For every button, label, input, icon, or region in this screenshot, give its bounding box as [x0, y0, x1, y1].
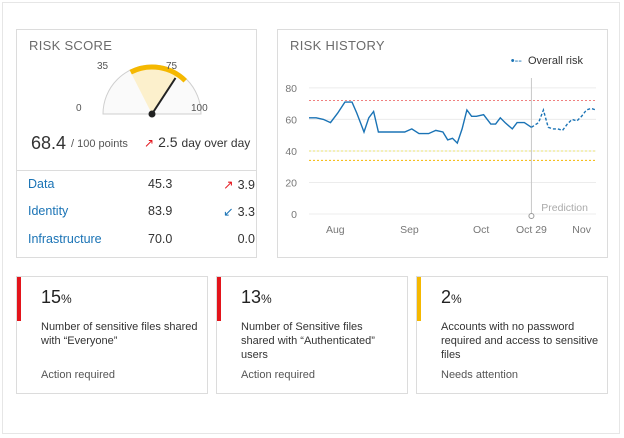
x-tick-label: Sep [400, 224, 419, 236]
x-tick-label: Aug [326, 224, 345, 236]
stat-percent-value: 15 [41, 287, 62, 307]
severity-bar [17, 277, 21, 321]
stat-status: Action required [241, 369, 315, 381]
risk-score-title: RISK SCORE [29, 38, 113, 53]
risk-gauge: 0 35 75 100 [17, 30, 258, 140]
category-delta: 0.0 [203, 232, 255, 246]
score-value: 68.4 [31, 133, 67, 153]
risk-score-card: RISK SCORE 0 35 75 100 68.4 / 100 points… [16, 29, 257, 258]
y-tick-label: 20 [285, 177, 297, 189]
gauge-warning-band [129, 64, 188, 83]
trend-up-icon: ↗ [223, 178, 234, 192]
divider [17, 170, 256, 171]
gauge-min-label: 0 [76, 103, 82, 114]
category-delta-value: 3.9 [237, 178, 255, 192]
stat-card-everyone[interactable]: 15% Number of sensitive files shared wit… [16, 276, 208, 394]
category-link-data[interactable]: Data [28, 177, 55, 191]
stat-card-no-password[interactable]: 2% Accounts with no password required an… [416, 276, 608, 394]
prediction-label: Prediction [541, 202, 588, 214]
gauge-max-label: 100 [191, 103, 208, 114]
score-delta: ↗ 2.5 day over day [144, 134, 250, 150]
y-tick-label: 60 [285, 114, 297, 126]
stat-percent-sign: % [61, 292, 72, 306]
category-link-infrastructure[interactable]: Infrastructure [28, 232, 102, 246]
category-delta-value: 0.0 [237, 232, 255, 246]
stat-percent-sign: % [261, 292, 272, 306]
severity-bar [217, 277, 221, 321]
trend-down-icon: ↙ [223, 205, 234, 219]
x-tick-label: Oct [473, 224, 489, 236]
risk-history-card: 0 20 40 60 80 Aug Sep Oct Oct 29 Nov Prediction RI… [277, 29, 608, 258]
stat-status: Needs attention [441, 369, 519, 381]
category-value: 45.3 [148, 177, 173, 191]
y-tick-label: 40 [285, 146, 297, 158]
score-delta-value: 2.5 [158, 134, 178, 150]
category-value: 83.9 [148, 204, 173, 218]
risk-history-chart[interactable]: 0 20 40 60 80 Aug Sep Oct Oct 29 Nov Prediction [278, 30, 607, 257]
stat-percent: 13% [241, 287, 272, 308]
prediction-marker [528, 213, 535, 219]
stat-percent: 2% [441, 287, 462, 308]
stat-status: Action required [41, 369, 115, 381]
stat-description: Number of Sensitive files shared with “A… [241, 321, 375, 361]
y-tick-label: 0 [291, 209, 297, 221]
score-delta-text: day over day [181, 136, 251, 150]
chart-legend: •-- Overall risk [511, 55, 583, 67]
stat-percent-value: 13 [241, 287, 262, 307]
gauge-high-label: 75 [166, 61, 178, 72]
gauge-pivot [148, 110, 156, 118]
category-delta-value: 3.3 [237, 205, 255, 219]
gauge-low-label: 35 [97, 61, 109, 72]
category-row-identity: Identity 83.9 ↙ 3.3 [28, 204, 255, 222]
category-row-data: Data 45.3 ↗ 3.9 [28, 177, 255, 195]
stat-percent: 15% [41, 287, 72, 308]
score-summary: 68.4 / 100 points ↗ 2.5 day over day [31, 133, 251, 155]
category-row-infrastructure: Infrastructure 70.0 0.0 [28, 232, 255, 250]
trend-up-icon: ↗ [144, 136, 155, 150]
legend-label: Overall risk [527, 55, 583, 67]
gauge-svg [102, 64, 202, 118]
legend-line-icon: •-- [510, 55, 522, 67]
gauge-needle [151, 77, 177, 115]
category-link-identity[interactable]: Identity [28, 204, 69, 218]
y-tick-label: 80 [285, 83, 297, 95]
category-value: 70.0 [148, 232, 173, 246]
x-tick-label: Oct 29 [516, 224, 547, 236]
stat-description: Number of sensitive files shared with “E… [41, 321, 198, 347]
category-delta: ↙ 3.3 [203, 204, 255, 219]
stat-description: Accounts with no password required and a… [441, 321, 599, 361]
risk-history-title: RISK HISTORY [290, 38, 385, 53]
stat-card-authenticated[interactable]: 13% Number of Sensitive files shared wit… [216, 276, 408, 394]
gauge-value-fill [129, 65, 179, 114]
severity-bar [417, 277, 421, 321]
x-tick-label: Nov [572, 224, 591, 236]
series-line-prediction [531, 107, 597, 132]
category-delta: ↗ 3.9 [203, 177, 255, 192]
stat-percent-sign: % [451, 292, 462, 306]
series-line-overall-risk [309, 101, 532, 145]
score-unit: / 100 points [71, 138, 128, 150]
stat-percent-value: 2 [441, 287, 452, 307]
